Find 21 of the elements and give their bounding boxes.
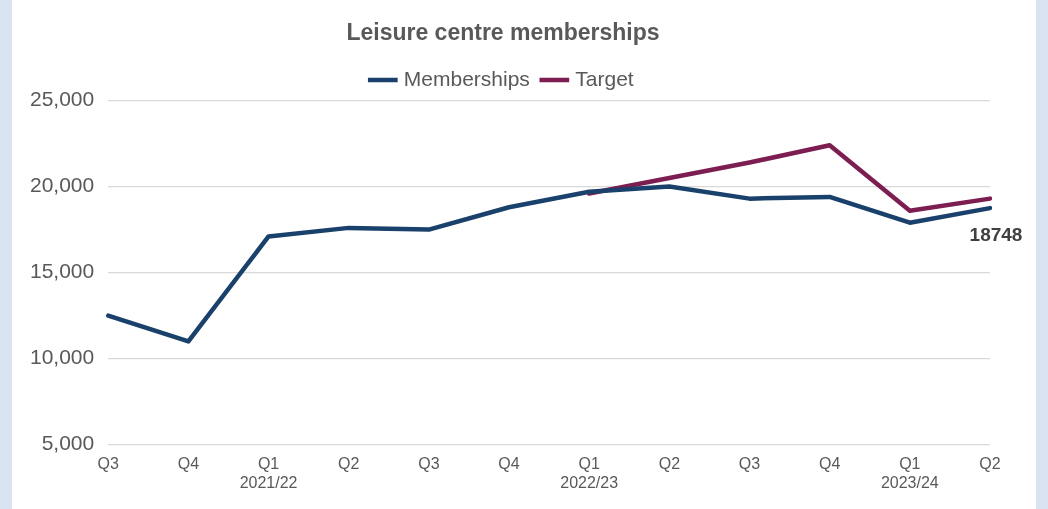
x-tick-label: Q1 2022/23: [560, 454, 619, 491]
y-tick-label: 10,000: [30, 345, 95, 369]
x-tick-label: Q2: [338, 454, 360, 472]
x-tick-label: Q3: [738, 454, 761, 472]
y-tick-label: 5,000: [41, 431, 95, 455]
x-tick-label: Q3: [97, 454, 119, 472]
data-label: 18748: [969, 223, 1023, 245]
x-tick-label: Q4: [498, 454, 520, 472]
x-tick-label: Q2: [658, 454, 681, 472]
x-tick-label: Q2: [979, 454, 1001, 472]
x-tick-label: Q1 2021/22: [239, 454, 298, 491]
legend-label: Memberships: [403, 66, 530, 90]
x-tick-label: Q3: [418, 454, 440, 472]
legend-label: Target: [575, 66, 634, 90]
chart-title: Leisure centre memberships: [346, 19, 660, 46]
x-tick-label: Q1 2023/24: [880, 454, 939, 491]
y-tick-label: 20,000: [30, 173, 95, 197]
y-tick-label: 15,000: [30, 259, 95, 283]
y-tick-label: 25,000: [30, 87, 95, 111]
x-tick-label: Q4: [819, 454, 841, 472]
x-tick-label: Q4: [177, 454, 200, 472]
